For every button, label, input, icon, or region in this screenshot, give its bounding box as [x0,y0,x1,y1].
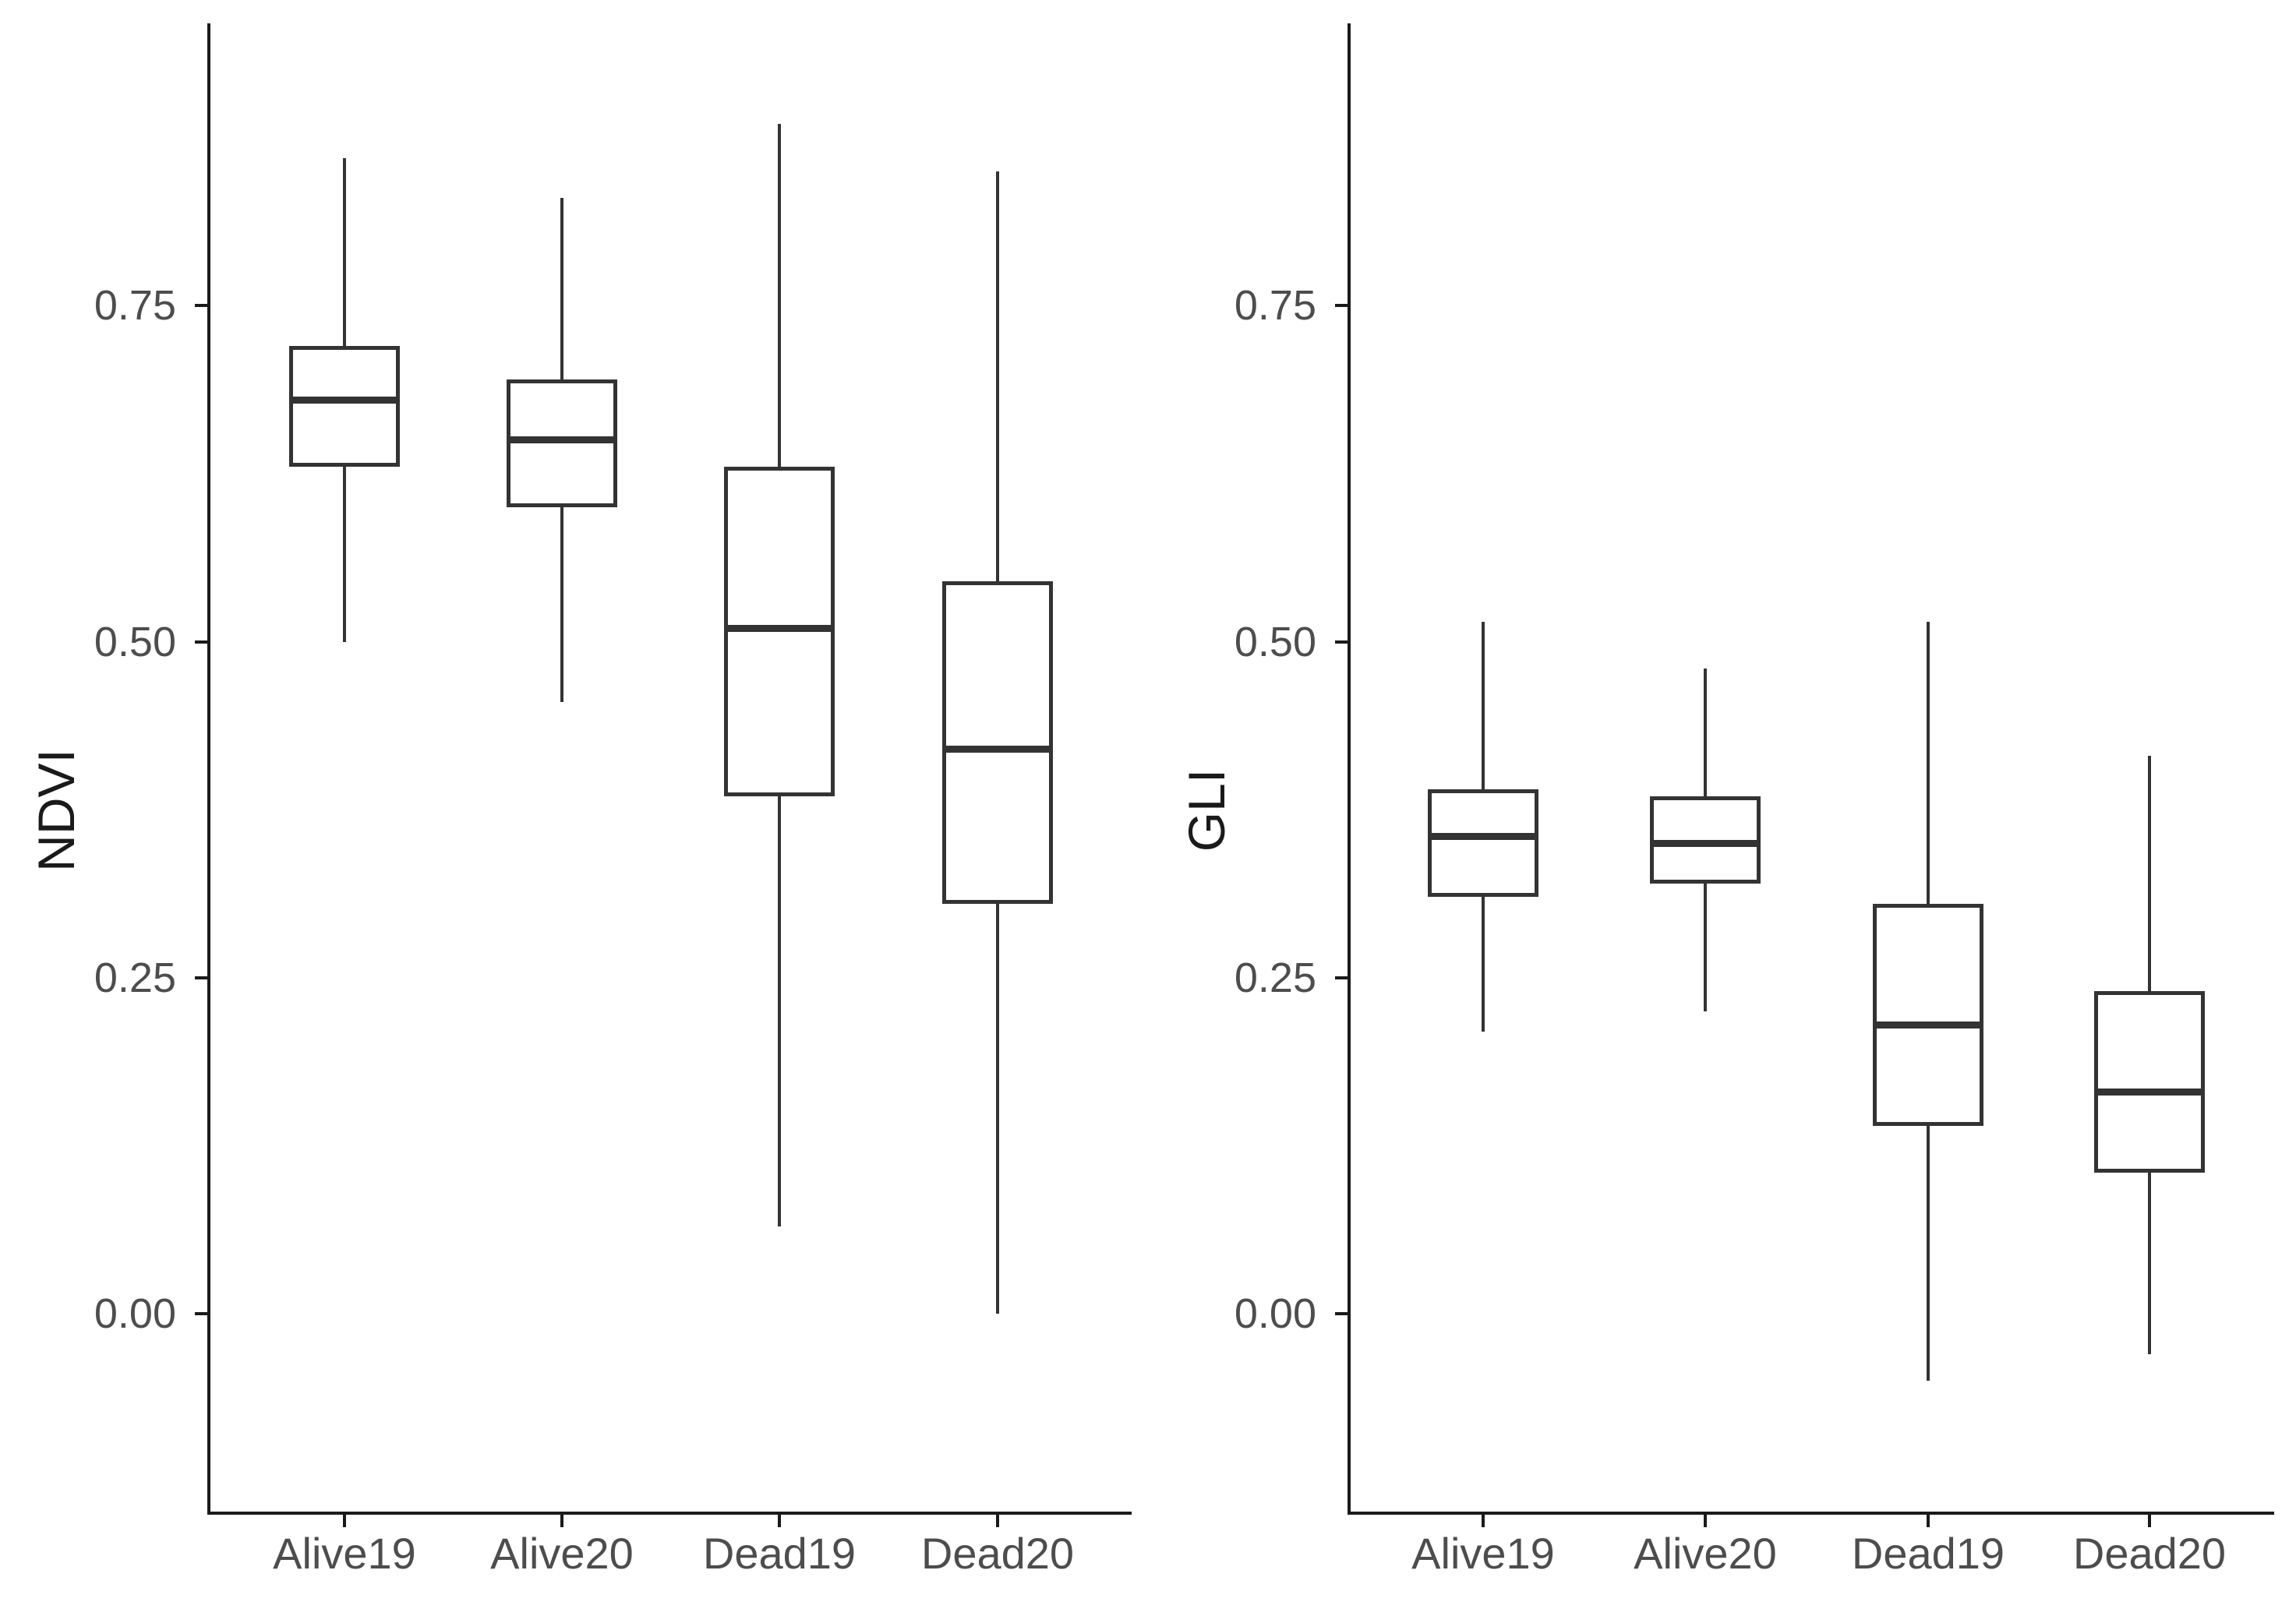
x-tick-mark [1927,1515,1930,1527]
y-tick-label: 0.00 [1234,1290,1316,1337]
iqr-box [289,346,400,468]
x-tick-label: Dead19 [1851,1529,2005,1578]
x-tick-mark [2148,1515,2151,1527]
lower-whisker [1927,1125,1930,1381]
lower-whisker [996,903,999,1314]
iqr-box [1873,903,1983,1126]
x-axis-line [1348,1512,2274,1515]
median-line [510,436,613,444]
median-line [2098,1088,2201,1096]
median-line [1432,833,1535,841]
y-tick-mark [195,640,207,644]
y-tick-label: 0.00 [94,1290,176,1337]
y-tick-mark [1335,304,1348,308]
y-tick-label: 0.50 [1234,618,1316,665]
lower-whisker [343,467,346,642]
upper-whisker [343,157,346,346]
y-tick-mark [195,976,207,979]
upper-whisker [560,198,563,380]
y-tick-mark [1335,1312,1348,1315]
y-axis-line [207,23,210,1512]
x-tick-mark [1704,1515,1707,1527]
iqr-box [2094,991,2205,1173]
y-tick-mark [195,304,207,308]
x-tick-label: Dead19 [702,1529,857,1578]
iqr-box [1428,789,1538,898]
x-tick-label: Dead20 [920,1529,1075,1578]
x-tick-label: Alive19 [273,1529,416,1578]
x-tick-mark [996,1515,999,1527]
upper-whisker [996,171,999,581]
upper-whisker [1704,669,1707,796]
lower-whisker [1704,884,1707,1011]
lower-whisker [2148,1172,2151,1354]
upper-whisker [778,124,781,468]
y-tick-label: 0.25 [94,954,176,1001]
x-tick-mark [343,1515,346,1527]
upper-whisker [1927,621,1930,904]
x-tick-label: Alive20 [1634,1529,1777,1578]
y-axis-line [1348,23,1351,1512]
iqr-box [942,580,1053,904]
y-tick-label: 0.25 [1234,954,1316,1001]
lower-whisker [778,796,781,1226]
x-tick-label: Dead20 [2072,1529,2227,1578]
x-axis-line [207,1512,1132,1515]
y-tick-mark [195,1312,207,1315]
upper-whisker [2148,756,2151,991]
median-line [293,396,396,404]
y-axis-title-gli: GLI [1178,768,1235,852]
upper-whisker [1482,621,1485,790]
x-tick-mark [560,1515,563,1527]
y-tick-mark [1335,976,1348,979]
y-axis-title-ndvi: NDVI [27,749,85,872]
y-tick-label: 0.50 [94,618,176,665]
y-tick-label: 0.75 [1234,282,1316,330]
median-line [1654,839,1757,847]
lower-whisker [560,507,563,703]
y-tick-mark [1335,640,1348,644]
x-tick-label: Alive20 [490,1529,634,1578]
x-tick-mark [778,1515,781,1527]
x-tick-mark [1482,1515,1485,1527]
lower-whisker [1482,897,1485,1032]
median-line [728,624,831,632]
median-line [1877,1021,1980,1029]
y-tick-label: 0.75 [94,282,176,330]
median-line [946,746,1049,753]
x-tick-label: Alive19 [1411,1529,1555,1578]
